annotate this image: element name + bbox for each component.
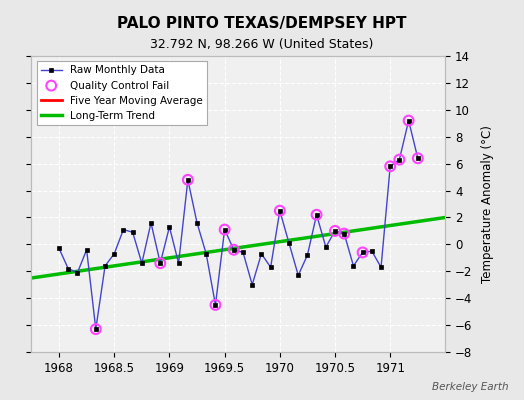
Raw Monthly Data: [341, 231, 347, 236]
Raw Monthly Data: [120, 227, 126, 232]
Quality Control Fail: [276, 208, 284, 214]
Raw Monthly Data: [268, 265, 274, 270]
Raw Monthly Data: [323, 245, 329, 250]
Quality Control Fail: [211, 302, 220, 308]
Raw Monthly Data: [277, 208, 283, 213]
Raw Monthly Data: [203, 251, 209, 256]
Raw Monthly Data: [166, 224, 172, 229]
Raw Monthly Data: [139, 261, 145, 266]
Quality Control Fail: [413, 155, 422, 162]
Legend: Raw Monthly Data, Quality Control Fail, Five Year Moving Average, Long-Term Tren: Raw Monthly Data, Quality Control Fail, …: [37, 61, 207, 125]
Raw Monthly Data: [157, 261, 163, 266]
Raw Monthly Data: [212, 302, 219, 307]
Quality Control Fail: [358, 249, 367, 256]
Raw Monthly Data: [332, 228, 338, 233]
Quality Control Fail: [156, 260, 165, 266]
Line: Raw Monthly Data: Raw Monthly Data: [57, 119, 420, 331]
Raw Monthly Data: [176, 261, 182, 266]
Raw Monthly Data: [74, 270, 81, 275]
Raw Monthly Data: [258, 251, 265, 256]
Raw Monthly Data: [111, 251, 117, 256]
Quality Control Fail: [184, 176, 192, 183]
Quality Control Fail: [92, 326, 100, 332]
Quality Control Fail: [312, 212, 321, 218]
Raw Monthly Data: [359, 250, 366, 255]
Raw Monthly Data: [194, 220, 200, 225]
Raw Monthly Data: [313, 212, 320, 217]
Quality Control Fail: [230, 246, 238, 253]
Quality Control Fail: [340, 230, 348, 237]
Raw Monthly Data: [304, 253, 311, 258]
Y-axis label: Temperature Anomaly (°C): Temperature Anomaly (°C): [481, 125, 494, 283]
Quality Control Fail: [331, 228, 339, 234]
Raw Monthly Data: [286, 241, 292, 246]
Text: 32.792 N, 98.266 W (United States): 32.792 N, 98.266 W (United States): [150, 38, 374, 51]
Raw Monthly Data: [406, 118, 412, 123]
Raw Monthly Data: [368, 249, 375, 254]
Raw Monthly Data: [83, 247, 90, 252]
Raw Monthly Data: [222, 227, 228, 232]
Raw Monthly Data: [129, 230, 136, 235]
Quality Control Fail: [405, 117, 413, 124]
Raw Monthly Data: [65, 266, 71, 271]
Raw Monthly Data: [102, 264, 108, 268]
Quality Control Fail: [221, 226, 229, 233]
Raw Monthly Data: [56, 246, 62, 251]
Raw Monthly Data: [185, 177, 191, 182]
Raw Monthly Data: [351, 264, 357, 268]
Raw Monthly Data: [396, 157, 402, 162]
Text: Berkeley Earth: Berkeley Earth: [432, 382, 508, 392]
Quality Control Fail: [395, 156, 403, 163]
Raw Monthly Data: [414, 156, 421, 161]
Quality Control Fail: [386, 163, 395, 170]
Raw Monthly Data: [93, 327, 99, 332]
Raw Monthly Data: [148, 220, 154, 225]
Raw Monthly Data: [231, 247, 237, 252]
Raw Monthly Data: [295, 273, 301, 278]
Raw Monthly Data: [240, 250, 246, 255]
Raw Monthly Data: [387, 164, 394, 169]
Raw Monthly Data: [249, 282, 255, 287]
Raw Monthly Data: [378, 265, 384, 270]
Text: PALO PINTO TEXAS/DEMPSEY HPT: PALO PINTO TEXAS/DEMPSEY HPT: [117, 16, 407, 31]
